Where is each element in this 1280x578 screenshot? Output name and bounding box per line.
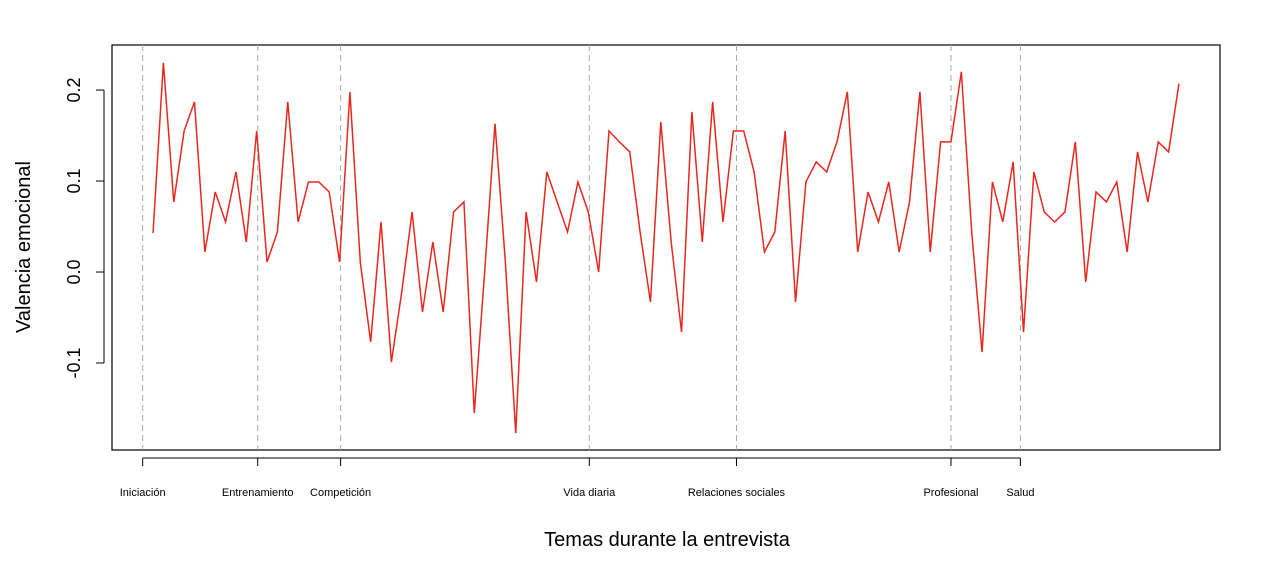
y-tick-label: 0.1	[64, 169, 84, 194]
x-tick-label: Iniciación	[120, 487, 166, 499]
x-tick-label: Competición	[310, 487, 371, 499]
x-tick-label: Profesional	[923, 487, 978, 499]
plot-box	[111, 44, 1221, 451]
x-tick-label: Salud	[1006, 487, 1034, 499]
y-tick-label: -0.1	[64, 347, 84, 378]
data-line	[152, 62, 1180, 434]
y-tick-label: 0.0	[64, 260, 84, 285]
x-axis-label: Temas durante la entrevista	[544, 529, 791, 551]
x-tick-label: Relaciones sociales	[688, 487, 786, 499]
x-tick-label: Entrenamiento	[222, 487, 294, 499]
x-tick-label: Vida diaria	[563, 487, 616, 499]
y-tick-label: 0.2	[64, 78, 84, 103]
y-axis-label: Valencia emocional	[13, 161, 35, 333]
